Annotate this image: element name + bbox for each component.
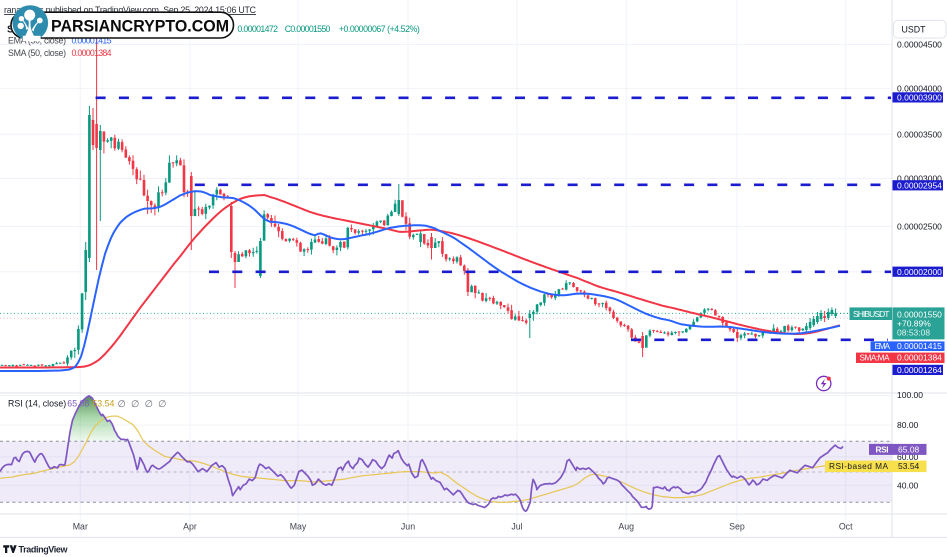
- svg-text:RSI (14, close): RSI (14, close): [8, 399, 66, 409]
- svg-text:40.00: 40.00: [897, 480, 919, 490]
- svg-text:S: S: [7, 25, 14, 36]
- svg-text:80.00: 80.00: [897, 420, 919, 430]
- svg-text:65.08: 65.08: [898, 444, 920, 454]
- svg-text:0.00001415: 0.00001415: [72, 35, 112, 45]
- svg-text:USDT: USDT: [902, 24, 927, 34]
- svg-text:Oct: Oct: [839, 522, 853, 532]
- svg-text:SHIBUSDT: SHIBUSDT: [853, 309, 890, 319]
- svg-text:May: May: [290, 522, 307, 532]
- svg-text:+70.89%: +70.89%: [897, 319, 931, 329]
- svg-text:∅ ∅ ∅ ∅: ∅ ∅ ∅ ∅: [118, 399, 167, 410]
- svg-text:53.54: 53.54: [898, 461, 920, 471]
- svg-text:60.00: 60.00: [897, 452, 919, 462]
- svg-text:0.00002954: 0.00002954: [897, 180, 942, 190]
- svg-text:Aug: Aug: [618, 522, 634, 532]
- svg-text:Mar: Mar: [73, 522, 88, 532]
- svg-text:Jul: Jul: [511, 522, 522, 532]
- svg-text:0.00003000: 0.00003000: [897, 174, 942, 184]
- svg-text:0.00003900: 0.00003900: [897, 93, 942, 103]
- svg-text:SMA (50, close): SMA (50, close): [8, 48, 66, 58]
- svg-text:Jun: Jun: [401, 522, 415, 532]
- svg-text:Apr: Apr: [183, 522, 197, 532]
- svg-text:100.00: 100.00: [897, 390, 923, 400]
- svg-text:0.00002500: 0.00002500: [897, 222, 942, 232]
- svg-text:ranacharts published on Tradin: ranacharts published on TradingView.com,…: [4, 5, 257, 15]
- svg-text:0.00001384: 0.00001384: [72, 48, 112, 58]
- svg-text:53.54: 53.54: [92, 399, 114, 409]
- svg-text:0.00001472: 0.00001472: [237, 24, 278, 34]
- svg-text:PARSIANCRYPTO.COM: PARSIANCRYPTO.COM: [51, 18, 229, 36]
- svg-text:0.00002000: 0.00002000: [897, 267, 942, 277]
- svg-text:08:53:08: 08:53:08: [897, 327, 930, 337]
- svg-text:RSI-based MA: RSI-based MA: [829, 461, 888, 471]
- svg-text:SMA:MA: SMA:MA: [860, 353, 890, 363]
- svg-text:0.00001384: 0.00001384: [897, 353, 942, 363]
- svg-text:RSI: RSI: [876, 444, 889, 454]
- svg-text:0.00001415: 0.00001415: [897, 341, 942, 351]
- svg-text:0.00001550: 0.00001550: [897, 309, 942, 319]
- svg-text:65.08: 65.08: [67, 399, 89, 409]
- svg-text:0.00004500: 0.00004500: [897, 40, 942, 50]
- svg-text:0.00003500: 0.00003500: [897, 129, 942, 139]
- svg-text:EMA: EMA: [875, 341, 891, 351]
- svg-text:TradingView: TradingView: [19, 544, 69, 554]
- svg-text:Sep: Sep: [729, 522, 745, 532]
- svg-text:C0.00001550: C0.00001550: [285, 24, 331, 34]
- svg-text:0.00001264: 0.00001264: [897, 365, 942, 375]
- svg-text:0.00004000: 0.00004000: [897, 83, 942, 93]
- svg-text:+0.00000067 (+4.52%): +0.00000067 (+4.52%): [339, 24, 420, 34]
